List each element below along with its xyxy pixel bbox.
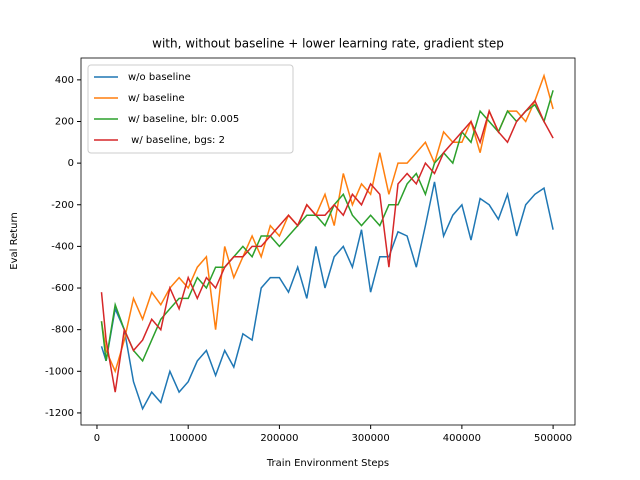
x-tick-label: 200000 xyxy=(260,433,298,444)
line-series xyxy=(100,99,554,393)
legend-label: w/ baseline, bgs: 2 xyxy=(128,135,225,146)
x-tick-label: 500000 xyxy=(534,433,572,444)
y-axis-label: Eval Return xyxy=(9,212,20,270)
y-tick-label: 200 xyxy=(55,116,74,127)
x-tick-label: 0 xyxy=(94,433,100,444)
y-tick-label: -800 xyxy=(51,325,74,336)
chart-title: with, without baseline + lower learning … xyxy=(152,37,504,51)
plot-frame xyxy=(80,57,576,426)
x-tick-label: 400000 xyxy=(443,433,481,444)
legend-box xyxy=(87,64,294,154)
y-tick-label: -600 xyxy=(51,283,74,294)
legend-label: w/ baseline xyxy=(128,93,185,104)
line-series xyxy=(100,181,554,411)
y-tick-label: -1000 xyxy=(45,366,74,377)
x-axis-label: Train Environment Steps xyxy=(266,458,389,469)
y-tick-label: 400 xyxy=(55,75,74,86)
y-tick-label: -200 xyxy=(51,200,74,211)
y-tick-label: 0 xyxy=(68,158,74,169)
x-tick-label: 300000 xyxy=(352,433,390,444)
legend: w/o baseline w/ baseline w/ baseline, blr:… xyxy=(87,64,294,154)
y-tick-label: -400 xyxy=(51,241,74,252)
legend-label: w/ baseline, blr: 0.005 xyxy=(128,114,239,125)
y-tick-label: -1200 xyxy=(45,408,74,419)
line-series xyxy=(100,90,554,363)
line-series xyxy=(100,73,554,374)
x-tick-label: 100000 xyxy=(169,433,207,444)
legend-label: w/o baseline xyxy=(128,72,191,83)
